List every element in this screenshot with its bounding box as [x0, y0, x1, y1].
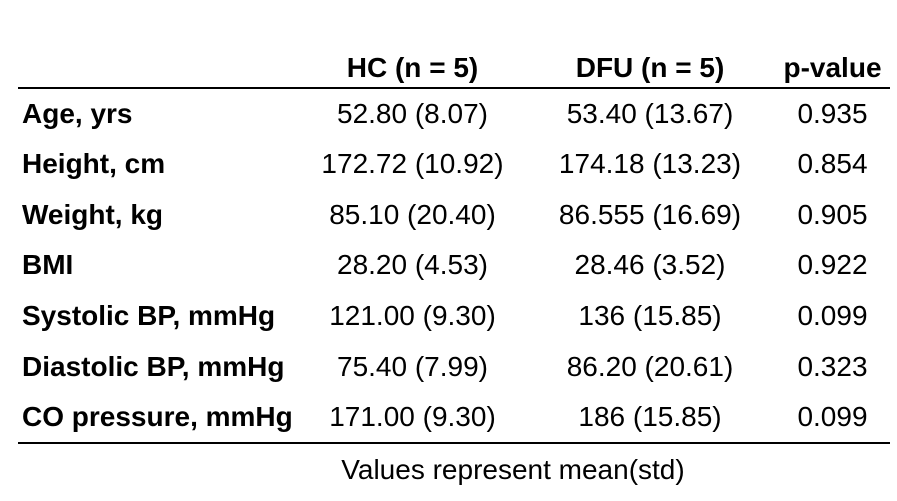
hc-value-cell: 85.10 (20.40): [329, 198, 496, 230]
row-label: Height, cm: [22, 148, 166, 180]
hc-value-cell: 172.72 (10.92): [321, 148, 504, 180]
table-header: HC (n = 5) DFU (n = 5) p-value: [18, 46, 890, 89]
table-footnote: Values represent mean(std): [341, 454, 685, 486]
dfu-value-cell: 174.18 (13.23): [558, 148, 742, 180]
hc-value-cell: 75.40 (7.99): [337, 350, 488, 382]
table-footer: Values represent mean(std): [18, 443, 890, 497]
table-row: Systolic BP, mmHg 121.00 (9.30) 136 (15.…: [18, 291, 890, 342]
header-row: HC (n = 5) DFU (n = 5) p-value: [18, 46, 890, 89]
pvalue-cell: 0.099: [775, 392, 890, 444]
hc-value-cell: 121.00 (9.30): [329, 300, 496, 332]
statistics-table: HC (n = 5) DFU (n = 5) p-value Age, yrs …: [18, 46, 890, 497]
dfu-value-cell: 186 (15.85): [525, 392, 775, 444]
row-label: Diastolic BP, mmHg: [22, 350, 285, 382]
dfu-value-cell: 136 (15.85): [578, 300, 722, 332]
hc-value-cell: 171.00 (9.30): [300, 392, 525, 444]
hc-value-cell: 52.80 (8.07): [337, 97, 488, 129]
table-body: Age, yrs 52.80 (8.07) 53.40 (13.67) 0.93…: [18, 88, 890, 444]
table-row: Height, cm 172.72 (10.92) 174.18 (13.23)…: [18, 139, 890, 190]
row-label: CO pressure, mmHg: [18, 392, 300, 444]
column-header-hc: HC (n = 5): [300, 46, 525, 89]
pvalue-cell: 0.922: [797, 249, 868, 281]
table-row: CO pressure, mmHg 171.00 (9.30) 186 (15.…: [18, 392, 890, 444]
row-label: Age, yrs: [22, 97, 133, 129]
table-row: Diastolic BP, mmHg 75.40 (7.99) 86.20 (2…: [18, 341, 890, 392]
table-row: Weight, kg 85.10 (20.40) 86.555 (16.69) …: [18, 189, 890, 240]
footnote-row: Values represent mean(std): [18, 443, 890, 497]
column-header-dfu: DFU (n = 5): [525, 46, 775, 89]
dfu-value-cell: 53.40 (13.67): [566, 97, 734, 129]
table-row: BMI 28.20 (4.53) 28.46 (3.52) 0.922: [18, 240, 890, 291]
dfu-value-cell: 86.555 (16.69): [558, 198, 742, 230]
column-header-pvalue: p-value: [775, 46, 890, 89]
pvalue-cell: 0.099: [797, 300, 868, 332]
pvalue-cell: 0.323: [797, 350, 868, 382]
pvalue-cell: 0.935: [797, 97, 868, 129]
hc-value-cell: 28.20 (4.53): [337, 249, 488, 281]
column-header-empty: [18, 46, 300, 89]
row-label: Weight, kg: [22, 198, 164, 230]
row-label: Systolic BP, mmHg: [22, 300, 276, 332]
pvalue-cell: 0.854: [797, 148, 868, 180]
row-label: BMI: [22, 249, 74, 281]
pvalue-cell: 0.905: [797, 198, 868, 230]
dfu-value-cell: 86.20 (20.61): [566, 350, 734, 382]
dfu-value-cell: 28.46 (3.52): [574, 249, 726, 281]
table-row: Age, yrs 52.80 (8.07) 53.40 (13.67) 0.93…: [18, 88, 890, 139]
